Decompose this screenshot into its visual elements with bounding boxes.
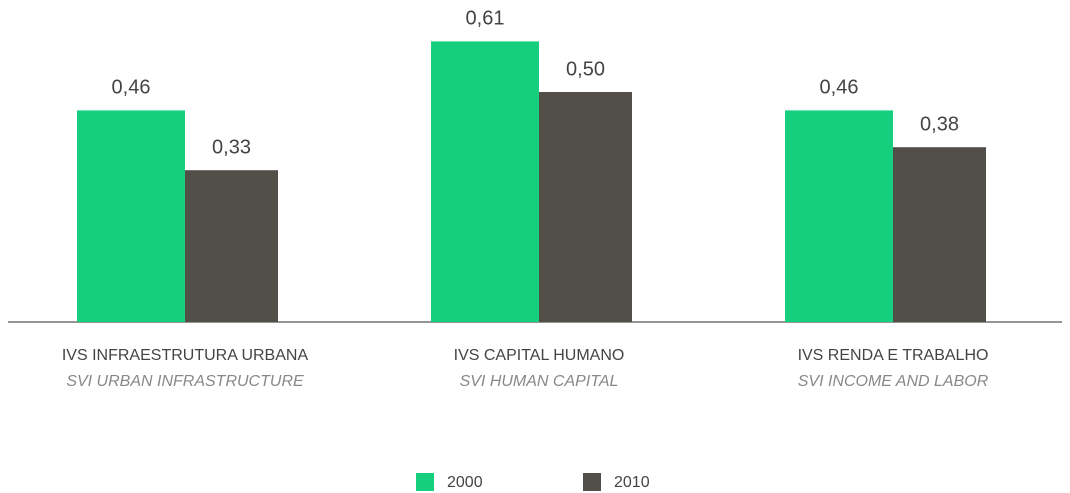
value-label: 0,38 [920,113,959,135]
bar [185,170,278,322]
legend-label: 2000 [447,474,483,491]
bar [539,92,632,322]
value-label: 0,46 [112,77,151,99]
legend-label: 2010 [614,474,650,491]
bar [77,110,185,323]
legend-swatch [583,473,601,491]
value-label: 0,61 [466,8,505,30]
bar [785,110,893,323]
bar [431,41,539,323]
category-label: IVS RENDA E TRABALHO [798,347,989,364]
category-label: IVS CAPITAL HUMANO [454,347,625,364]
value-label: 0,46 [820,77,859,99]
bar [893,147,986,322]
category-label: IVS INFRAESTRUTURA URBANA [62,347,309,364]
category-label-en: SVI URBAN INFRASTRUCTURE [66,373,304,390]
legend-swatch [416,473,434,491]
value-label: 0,33 [212,136,251,158]
category-label-en: SVI HUMAN CAPITAL [460,373,619,390]
category-label-en: SVI INCOME AND LABOR [798,373,989,390]
value-label: 0,50 [566,58,605,80]
